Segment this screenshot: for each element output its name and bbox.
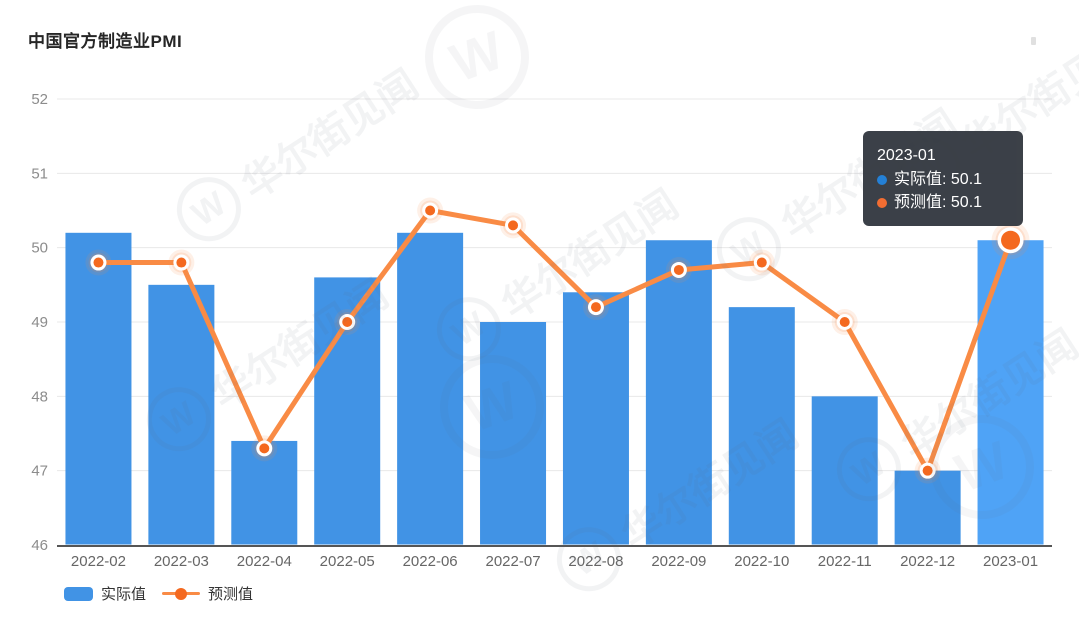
x-axis-label: 2022-06 (403, 553, 458, 570)
bar-2022-10[interactable] (728, 307, 795, 545)
tooltip-forecast-value: 预测值: 50.1 (894, 194, 983, 211)
point-2022-12[interactable] (914, 457, 941, 484)
legend-item-actual[interactable]: 实际值 (64, 583, 146, 604)
point-2022-10[interactable] (748, 249, 775, 276)
bar-2022-03[interactable] (148, 284, 215, 545)
point-2022-08[interactable] (582, 294, 609, 321)
x-axis-label: 2022-05 (320, 553, 375, 570)
bar-2022-04[interactable] (231, 440, 298, 545)
tooltip-row-actual: 实际值: 50.1 (877, 168, 1009, 191)
bar-2023-01[interactable] (977, 240, 1044, 545)
y-axis-label: 46 (31, 537, 48, 554)
point-2022-03[interactable] (168, 249, 195, 276)
legend-label-forecast: 预测值 (208, 586, 254, 603)
y-axis-label: 47 (31, 463, 48, 480)
bar-swatch-icon (64, 586, 93, 601)
bar-2022-09[interactable] (645, 240, 712, 545)
chart-title: 中国官方制造业PMI (28, 32, 183, 51)
bar-2022-12[interactable] (894, 470, 961, 545)
y-axis-label: 49 (31, 314, 48, 331)
point-2022-09[interactable] (665, 256, 692, 283)
y-axis-label: 48 (31, 388, 48, 405)
x-axis-label: 2022-07 (486, 553, 541, 570)
point-2022-07[interactable] (500, 212, 527, 239)
tooltip-actual-value: 实际值: 50.1 (894, 171, 983, 188)
bar-2022-06[interactable] (397, 232, 464, 545)
bar-2022-08[interactable] (562, 292, 629, 545)
x-axis-label: 2022-12 (900, 553, 955, 570)
y-axis-label: 50 (31, 240, 48, 257)
bar-2022-07[interactable] (480, 322, 547, 545)
x-axis-label: 2022-04 (237, 553, 292, 570)
point-2022-11[interactable] (831, 309, 858, 335)
y-axis-label: 51 (31, 165, 48, 182)
point-2022-05[interactable] (334, 309, 361, 335)
x-axis-label: 2022-02 (71, 553, 126, 570)
x-axis-label: 2022-11 (818, 553, 872, 570)
x-axis-label: 2023-01 (983, 553, 1038, 570)
tooltip: 2023-01 实际值: 50.1 预测值: 50.1 (863, 131, 1023, 226)
point-2023-01[interactable] (991, 221, 1030, 260)
x-axis-label: 2022-08 (568, 553, 623, 570)
bar-2022-11[interactable] (811, 396, 878, 545)
point-2022-02[interactable] (85, 249, 112, 276)
legend: 实际值 预测值 (64, 583, 253, 604)
x-axis-label: 2022-09 (651, 553, 706, 570)
corner-artifact (1031, 37, 1036, 45)
point-2022-04[interactable] (251, 435, 278, 462)
x-axis-label: 2022-10 (734, 553, 789, 570)
line-swatch-dot-icon (175, 587, 188, 600)
legend-item-forecast[interactable]: 预测值 (162, 583, 253, 604)
point-2022-06[interactable] (417, 197, 444, 224)
x-axis-label: 2022-03 (154, 553, 209, 570)
tooltip-title: 2023-01 (877, 147, 936, 164)
actual-series-dot-icon (877, 174, 887, 185)
forecast-series-dot-icon (877, 197, 887, 208)
line-swatch-icon (162, 587, 201, 600)
legend-label-actual: 实际值 (101, 586, 147, 603)
bar-2022-02[interactable] (65, 232, 132, 545)
tooltip-row-forecast: 预测值: 50.1 (877, 191, 1009, 214)
y-axis-label: 52 (31, 91, 48, 108)
forecast-line[interactable] (95, 208, 1014, 474)
